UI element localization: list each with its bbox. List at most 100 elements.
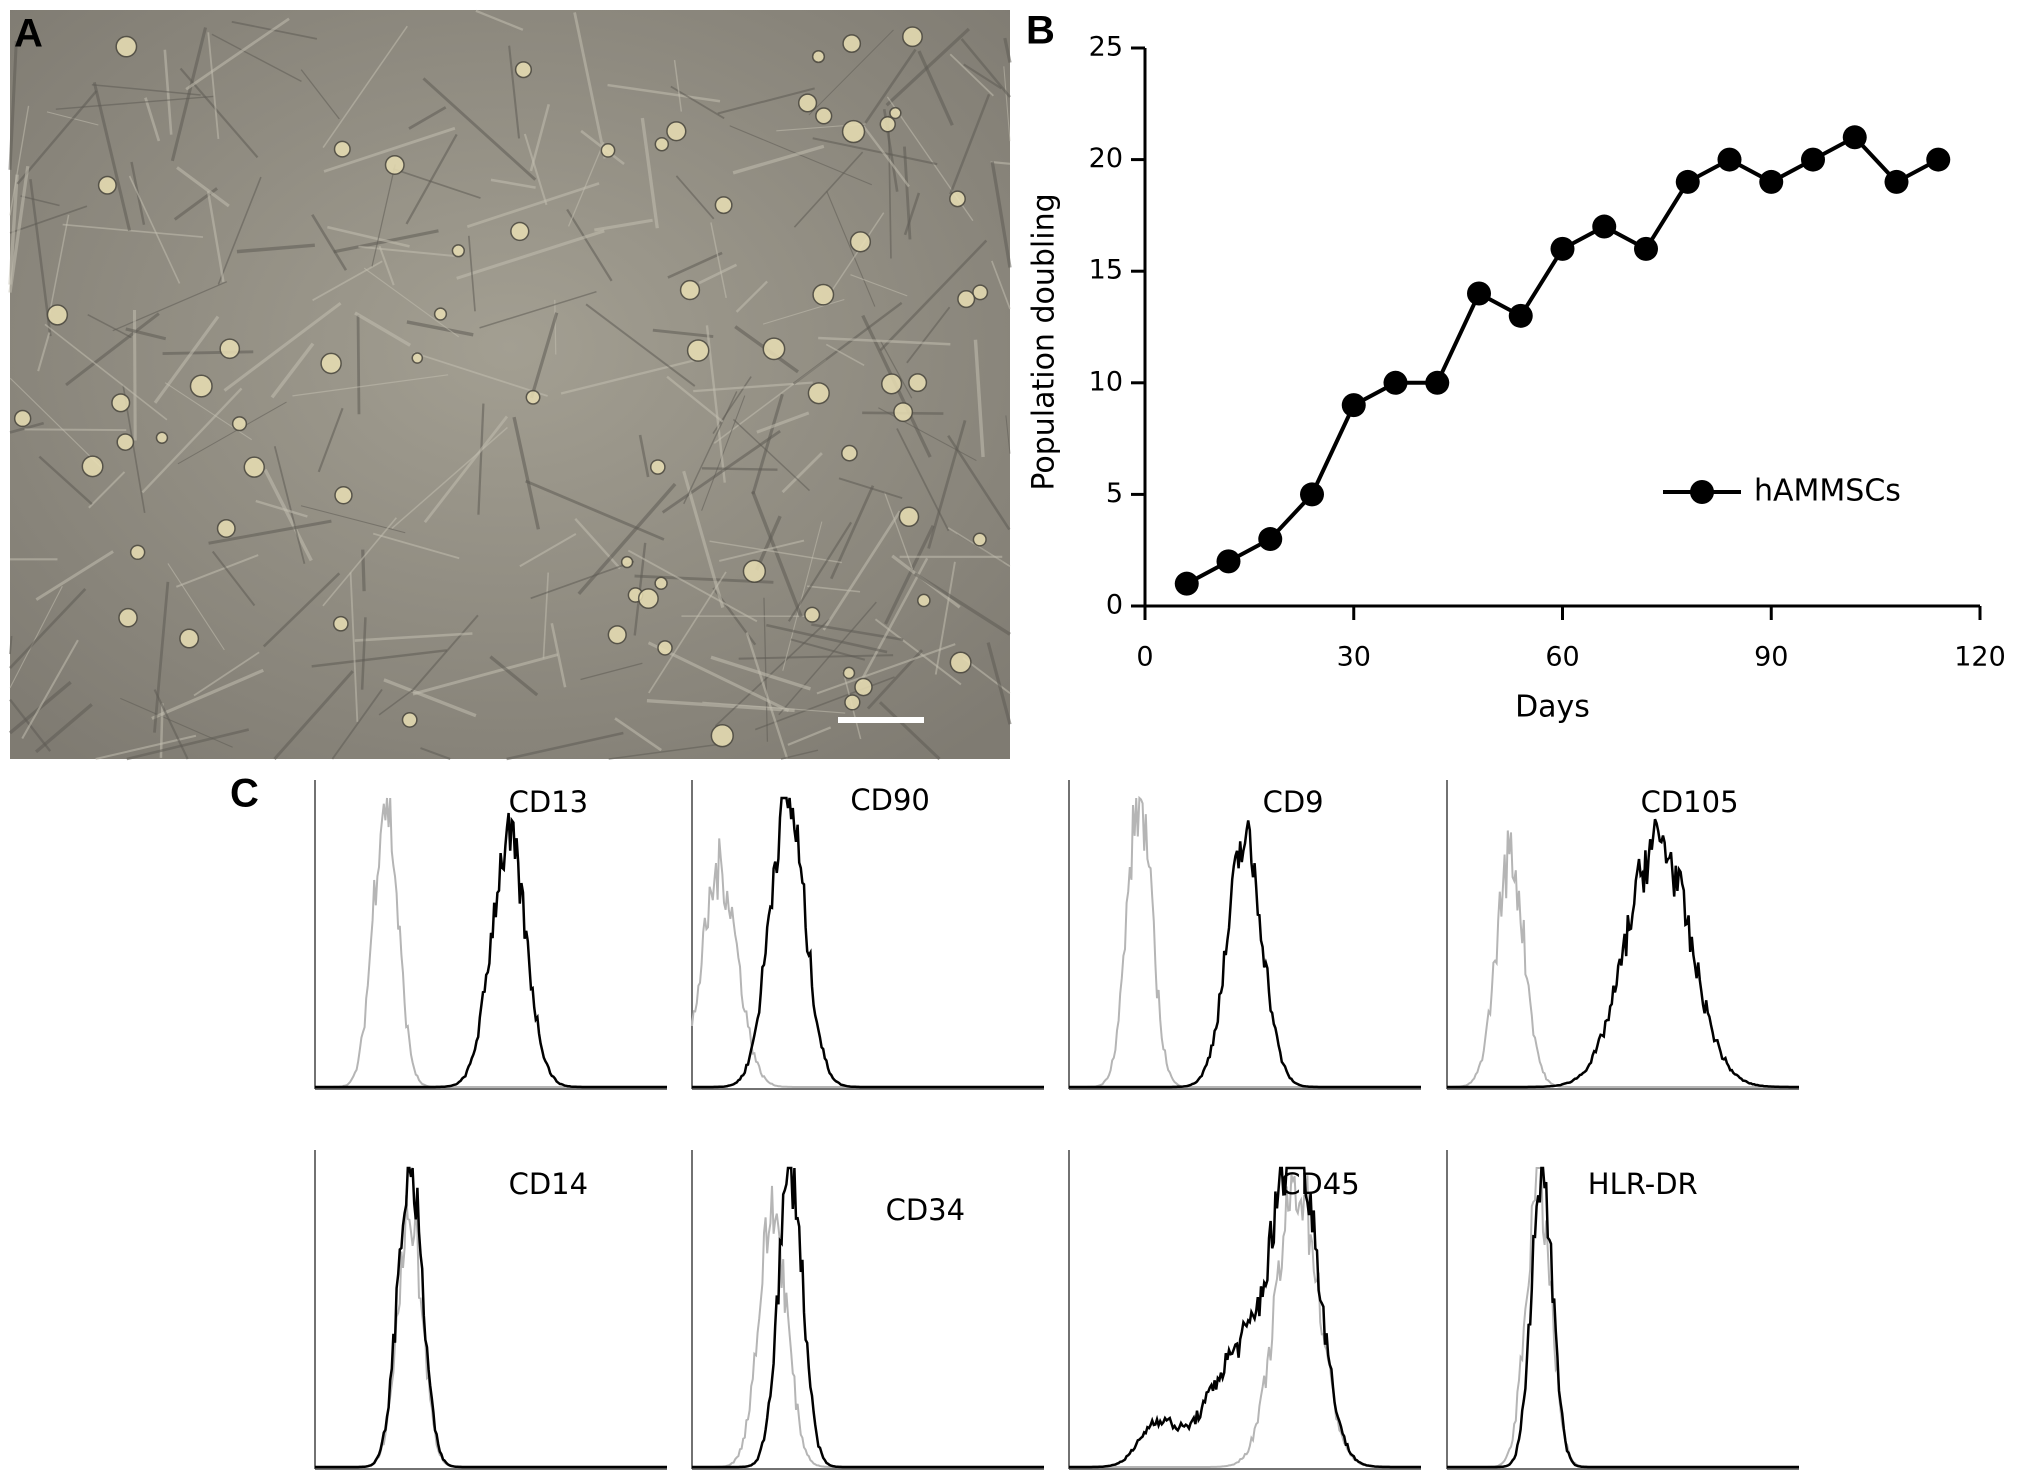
cell (843, 121, 865, 143)
cell (601, 144, 614, 157)
data-point (1300, 482, 1324, 506)
panel-label: B (1026, 9, 1055, 53)
cell (651, 460, 665, 474)
y-tick-label: 25 (1089, 32, 1123, 63)
cell (808, 383, 829, 404)
cell (526, 391, 539, 404)
cell (851, 232, 871, 252)
cell (233, 417, 247, 431)
isotype-histogram (315, 1195, 667, 1467)
data-point (1217, 549, 1241, 573)
data-point (1676, 170, 1700, 194)
cell (855, 679, 872, 696)
data-point (1801, 148, 1825, 172)
cell (655, 577, 667, 589)
cell (688, 340, 709, 361)
cell (763, 338, 784, 359)
cell (843, 35, 860, 52)
marker-label: CD9 (1263, 785, 1324, 819)
cell (805, 607, 820, 622)
cell (47, 305, 67, 325)
cell (639, 589, 658, 608)
panel-label: A (14, 12, 43, 56)
cell-streak (702, 468, 778, 469)
marker-label: CD90 (850, 783, 929, 817)
cell (743, 560, 765, 582)
marker-label: CD105 (1641, 785, 1739, 819)
cell (608, 626, 626, 644)
cell (816, 108, 832, 124)
x-tick-label: 30 (1337, 642, 1371, 673)
cell (799, 94, 817, 112)
cell (715, 197, 731, 213)
panel-label: C (230, 772, 259, 816)
cell (180, 629, 199, 648)
cell (903, 27, 922, 46)
marker-histogram (692, 1168, 1044, 1467)
y-axis-title: Population doubling (1027, 193, 1062, 490)
cell (681, 281, 700, 300)
data-point (1551, 237, 1575, 261)
marker-label: CD13 (509, 785, 588, 819)
marker-histogram (1069, 821, 1421, 1088)
cell (99, 176, 117, 194)
cell (658, 641, 672, 655)
data-point (1759, 170, 1783, 194)
data-point (1843, 125, 1867, 149)
cell (813, 284, 833, 304)
cell (386, 156, 404, 174)
isotype-histogram (692, 1186, 1044, 1467)
cell (131, 545, 145, 559)
data-point (1258, 527, 1282, 551)
cell (918, 594, 930, 606)
cell (321, 353, 341, 373)
data-point (1384, 371, 1408, 395)
marker-histogram (1069, 1168, 1421, 1467)
isotype-histogram (692, 838, 1044, 1087)
cell (335, 141, 351, 157)
y-tick-label: 15 (1089, 255, 1123, 286)
cell (412, 353, 422, 363)
cell (516, 62, 532, 78)
marker-label: CD45 (1280, 1167, 1359, 1201)
marker-label: CD34 (886, 1193, 965, 1227)
marker-histogram (315, 1168, 667, 1467)
cell (119, 609, 137, 627)
cell (845, 695, 860, 710)
cell (116, 36, 136, 56)
cell (894, 403, 912, 421)
y-tick-label: 5 (1106, 478, 1123, 509)
cell (899, 507, 918, 526)
cell-streak (24, 429, 126, 430)
data-point (1425, 371, 1449, 395)
x-tick-label: 0 (1136, 642, 1153, 673)
cell (890, 108, 901, 119)
data-point (1592, 215, 1616, 239)
x-tick-label: 90 (1754, 642, 1788, 673)
legend-marker (1690, 480, 1714, 504)
cell (958, 291, 975, 308)
cell (334, 617, 348, 631)
data-point (1175, 572, 1199, 596)
cell-streak (358, 315, 359, 414)
x-axis-title: Days (1515, 690, 1590, 725)
cell (950, 191, 965, 206)
series-line (1187, 137, 1939, 583)
cell (402, 713, 416, 727)
y-tick-label: 20 (1089, 143, 1123, 174)
data-point (1509, 304, 1533, 328)
cell (973, 533, 986, 546)
marker-histogram (1447, 1168, 1799, 1467)
cell (511, 223, 529, 241)
scale-bar (838, 717, 924, 723)
cell-streak (163, 352, 254, 354)
cell (842, 446, 857, 461)
cell (15, 410, 31, 426)
cell (655, 138, 668, 151)
data-point (1718, 148, 1742, 172)
data-point (1342, 393, 1366, 417)
legend-label: hAMMSCs (1754, 474, 1901, 509)
cell (843, 667, 854, 678)
cell (435, 308, 447, 320)
